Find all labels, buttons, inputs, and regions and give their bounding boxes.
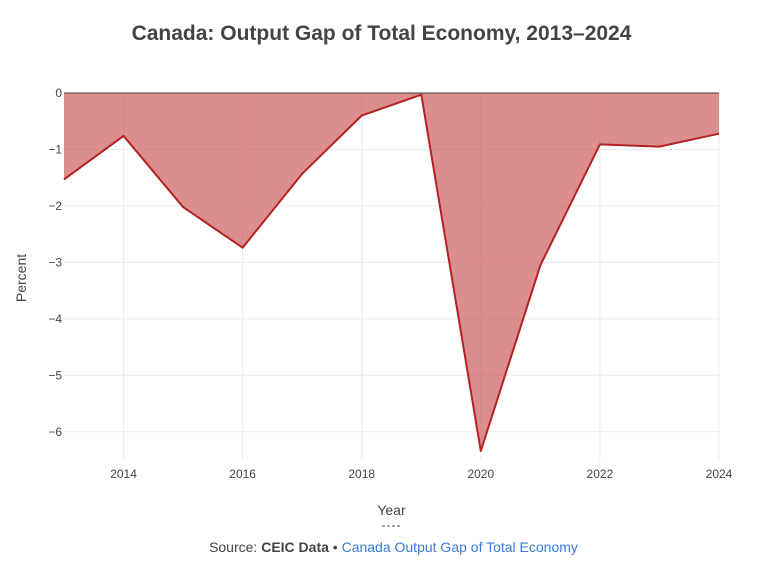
area-layer [63,92,720,452]
series-line [63,93,720,452]
series-area-fill [64,93,719,451]
source-link[interactable]: Canada Output Gap of Total Economy [341,539,578,555]
x-axis-label: Year [377,502,406,518]
x-tick-label-2024: 2024 [706,467,733,481]
y-tick-label: −1 [48,142,62,156]
source-line: Source: CEIC Data • Canada Output Gap of… [0,539,763,555]
x-tick-label-2014: 2014 [110,467,137,481]
y-tick-label: −3 [48,255,62,269]
footer-divider: ---- [381,518,402,532]
y-tick-label: −6 [48,425,62,439]
y-axis-label: Percent [13,253,29,303]
y-tick-label: −4 [48,312,62,326]
y-tick-label: 0 [55,86,62,100]
axis-ticks: 2014 2016 2018 2020 2022 2024 0 −1 −2 −3 −4 −5 −6 [48,86,732,481]
chart-title: Canada: Output Gap of Total Economy, 201… [131,22,632,45]
x-tick-label-2016: 2016 [229,467,256,481]
x-tick-label-2022: 2022 [587,467,614,481]
y-tick-label: −2 [48,199,62,213]
y-tick-label: −5 [48,368,62,382]
source-name: CEIC Data [261,539,329,555]
x-tick-label-2018: 2018 [348,467,375,481]
source-separator: • [328,539,342,555]
x-tick-label-2020: 2020 [467,467,494,481]
source-prefix: Source: [209,539,262,555]
